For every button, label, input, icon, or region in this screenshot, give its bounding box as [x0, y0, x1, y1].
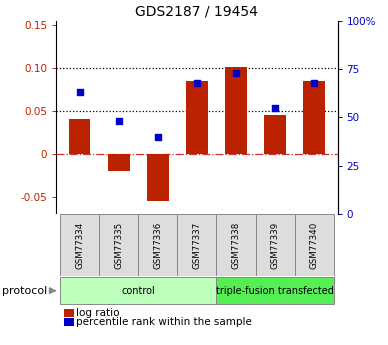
- Text: GSM77334: GSM77334: [75, 221, 84, 268]
- Text: triple-fusion transfected: triple-fusion transfected: [216, 286, 334, 296]
- Bar: [147, 154, 168, 201]
- Text: control: control: [121, 286, 155, 296]
- Bar: [264, 115, 286, 154]
- Bar: [60, 277, 217, 304]
- Text: protocol: protocol: [2, 286, 47, 296]
- Point: [116, 118, 122, 124]
- Title: GDS2187 / 19454: GDS2187 / 19454: [135, 4, 258, 18]
- Text: percentile rank within the sample: percentile rank within the sample: [76, 317, 252, 327]
- Text: GSM77335: GSM77335: [114, 221, 123, 268]
- Text: GSM77337: GSM77337: [192, 221, 201, 268]
- Point: [194, 80, 200, 85]
- Bar: [186, 81, 208, 154]
- Point: [155, 134, 161, 139]
- Bar: [256, 214, 294, 276]
- Point: [272, 105, 278, 110]
- Bar: [138, 214, 177, 276]
- Text: GSM77339: GSM77339: [270, 221, 279, 268]
- Bar: [108, 154, 130, 171]
- Text: log ratio: log ratio: [76, 308, 120, 318]
- Text: GSM77338: GSM77338: [232, 221, 241, 268]
- Point: [311, 80, 317, 85]
- Bar: [177, 214, 217, 276]
- Text: GSM77340: GSM77340: [310, 221, 319, 268]
- Point: [76, 89, 83, 95]
- Bar: [217, 214, 256, 276]
- Bar: [303, 81, 325, 154]
- Bar: [69, 119, 90, 154]
- Bar: [60, 214, 99, 276]
- Bar: [294, 214, 334, 276]
- Bar: [99, 214, 138, 276]
- Bar: [225, 67, 247, 154]
- Bar: [217, 277, 334, 304]
- Text: GSM77336: GSM77336: [153, 221, 162, 268]
- Point: [233, 70, 239, 76]
